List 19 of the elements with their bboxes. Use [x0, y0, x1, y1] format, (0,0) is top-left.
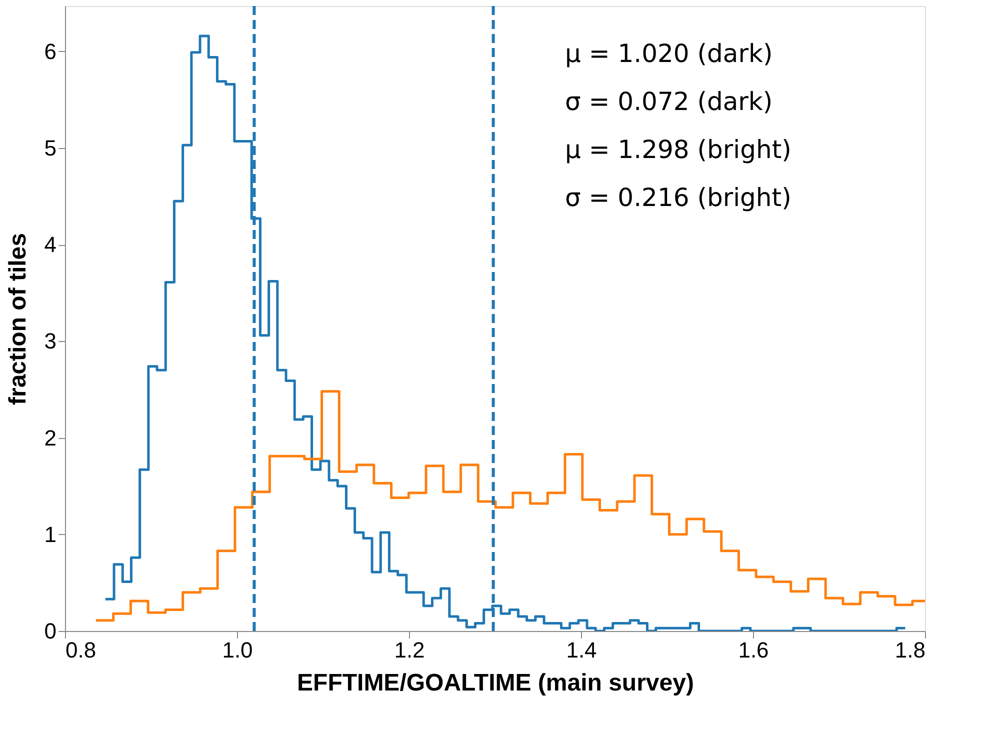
x-tick-label: 0.8: [66, 638, 96, 662]
annotation: σ = 0.072 (dark): [565, 87, 773, 116]
y-tick-label: 0: [44, 618, 56, 644]
y-tick-label: 6: [44, 38, 56, 64]
annotation: μ = 1.020 (dark): [565, 39, 773, 68]
x-tick-label: 1.2: [394, 638, 425, 662]
y-axis-title: fraction of tiles: [4, 232, 32, 406]
x-tick-label: 1.4: [566, 638, 597, 662]
y-tick-label: 2: [44, 425, 56, 450]
x-tick-label: 1.8: [894, 638, 926, 662]
annotation: σ = 0.216 (bright): [565, 183, 792, 212]
x-tick-label: 1.6: [738, 638, 769, 662]
annotation: μ = 1.298 (bright): [565, 135, 792, 164]
y-tick-label: 3: [44, 328, 56, 354]
x-tick-label: 1.0: [222, 638, 253, 662]
y-tick-label: 1: [44, 522, 56, 547]
y-tick-label: 4: [44, 232, 56, 258]
y-tick-label: 5: [44, 136, 56, 160]
x-axis-title: EFFTIME/GOALTIME (main survey): [297, 670, 694, 696]
